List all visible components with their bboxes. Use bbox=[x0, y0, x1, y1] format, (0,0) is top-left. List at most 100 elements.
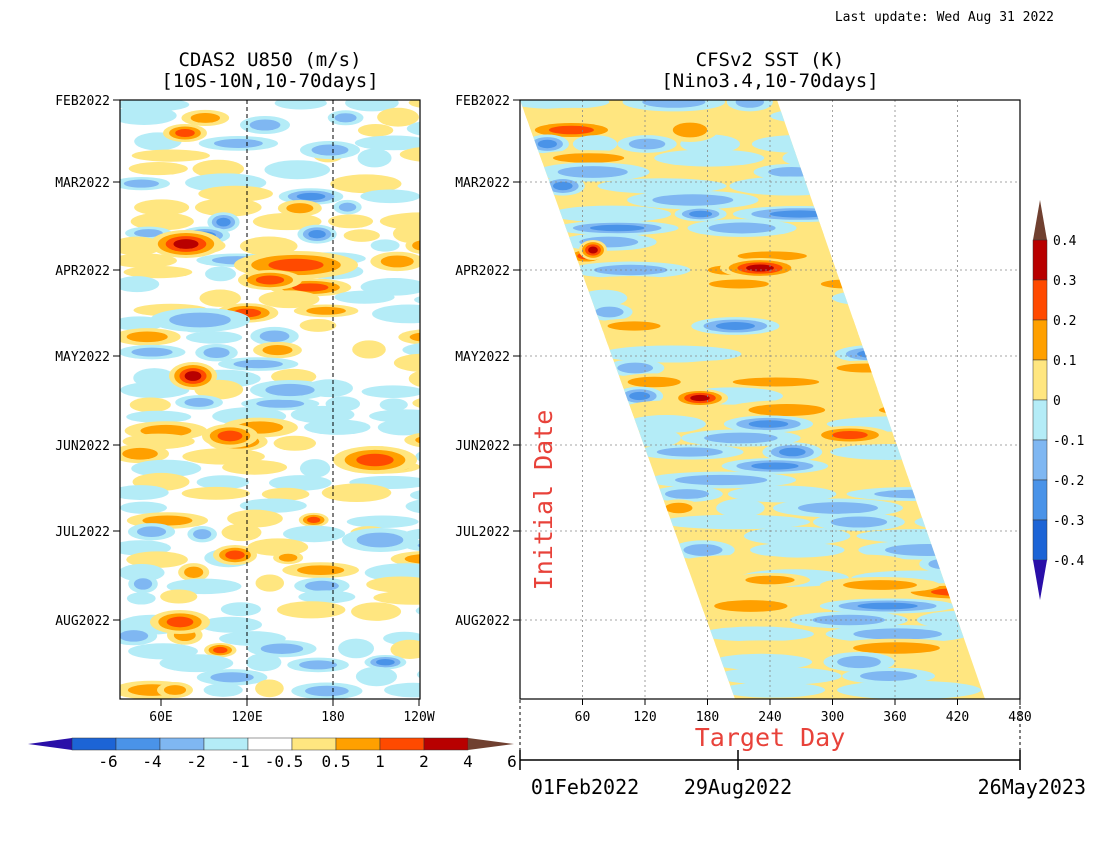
left-plot-frame bbox=[119, 99, 421, 700]
heatmap-cell bbox=[398, 329, 420, 345]
horizontal-colorbar: -6 -4 -2 -1 -0.5 0.5 1 2 4 6 bbox=[28, 737, 517, 771]
heatmap-cell bbox=[259, 330, 290, 342]
right-x-tick-label: 300 bbox=[821, 710, 844, 725]
heatmap-cell bbox=[770, 107, 900, 125]
heatmap-cell bbox=[173, 239, 199, 249]
heatmap-cell bbox=[384, 682, 420, 698]
heatmap-cell bbox=[729, 176, 850, 196]
heatmap-cell bbox=[814, 218, 863, 238]
heatmap-cell bbox=[732, 377, 820, 387]
heatmap-cell bbox=[858, 373, 940, 391]
heatmap-cell bbox=[356, 453, 394, 467]
heatmap-cell bbox=[131, 459, 202, 478]
heatmap-cell bbox=[380, 255, 414, 268]
heatmap-cell bbox=[252, 212, 322, 231]
heatmap-cell bbox=[184, 566, 204, 578]
heatmap-cell bbox=[803, 470, 853, 490]
heatmap-cell bbox=[357, 148, 392, 168]
heatmap-cell bbox=[404, 432, 420, 448]
heatmap-cell bbox=[334, 113, 357, 123]
colorbar-label: 4 bbox=[463, 752, 473, 771]
heatmap-cell bbox=[120, 564, 165, 582]
heatmap-cell bbox=[311, 144, 349, 156]
vcolorbar-swatch bbox=[1032, 279, 1048, 321]
left-y-tick-label: APR2022 bbox=[55, 264, 110, 279]
heatmap-cell bbox=[851, 291, 952, 305]
heatmap-cell bbox=[131, 149, 210, 162]
heatmap-cell bbox=[351, 602, 402, 621]
heatmap-cell bbox=[406, 121, 420, 136]
heatmap-cell bbox=[239, 236, 298, 256]
heatmap-cell bbox=[390, 639, 420, 660]
heatmap-cell bbox=[307, 516, 321, 524]
heatmap-cell bbox=[376, 658, 395, 666]
right-heatmap bbox=[520, 100, 985, 699]
heatmap-cell bbox=[377, 419, 420, 436]
heatmap-cell bbox=[255, 679, 284, 698]
heatmap-cell bbox=[276, 601, 346, 619]
heatmap-cell bbox=[748, 404, 826, 416]
heatmap-cell bbox=[846, 486, 985, 502]
left-x-tick-label: 60E bbox=[149, 710, 172, 725]
heatmap-cell bbox=[664, 489, 710, 499]
right-x-tick-label: 120 bbox=[633, 710, 656, 725]
heatmap-cell bbox=[221, 523, 262, 542]
heatmap-cell bbox=[711, 653, 813, 671]
heatmap-cell bbox=[768, 290, 818, 306]
heatmap-cell bbox=[715, 322, 755, 330]
heatmap-cell bbox=[739, 332, 877, 348]
heatmap-cell bbox=[843, 580, 917, 590]
heatmap-cell bbox=[126, 331, 168, 343]
heatmap-cell bbox=[830, 444, 948, 460]
heatmap-cell bbox=[239, 498, 307, 513]
heatmap-cell bbox=[203, 347, 230, 359]
heatmap-cell bbox=[355, 666, 398, 687]
last-update-text: Last update: Wed Aug 31 2022 bbox=[835, 10, 1054, 25]
heatmap-cell bbox=[857, 602, 918, 610]
target-day-label: Target Day bbox=[695, 723, 846, 752]
vcolorbar-label: 0.1 bbox=[1053, 354, 1076, 369]
heatmap-cell bbox=[412, 398, 420, 408]
heatmap-cell bbox=[683, 544, 723, 556]
heatmap-cell bbox=[246, 653, 282, 672]
heatmap-cell bbox=[128, 162, 188, 176]
heatmap-cell bbox=[175, 129, 195, 137]
heatmap-cell bbox=[379, 398, 408, 412]
heatmap-cell bbox=[709, 279, 769, 289]
right-title-line1: CFSv2 SST (K) bbox=[696, 49, 845, 71]
heatmap-cell bbox=[919, 555, 967, 573]
heatmap-cell bbox=[548, 125, 594, 135]
heatmap-cell bbox=[184, 371, 202, 381]
heatmap-cell bbox=[769, 210, 829, 218]
heatmap-cell bbox=[597, 178, 727, 194]
left-y-tick-label: FEB2022 bbox=[55, 94, 110, 109]
vcolorbar-label: -0.4 bbox=[1053, 554, 1084, 569]
heatmap-cell bbox=[196, 475, 249, 490]
heatmap-cell bbox=[140, 424, 192, 437]
heatmap-cell bbox=[130, 212, 194, 231]
heatmap-cell bbox=[721, 682, 826, 698]
heatmap-cell bbox=[860, 671, 918, 681]
heatmap-cell bbox=[366, 576, 420, 593]
heatmap-cell bbox=[393, 353, 420, 372]
date-axis-label: 01Feb2022 bbox=[531, 775, 639, 799]
target-date-axis: 01Feb2022 29Aug2022 26May2023 bbox=[519, 700, 1086, 799]
heatmap-cell bbox=[704, 432, 778, 444]
heatmap-cell bbox=[870, 293, 933, 303]
right-y-tick-label: JUN2022 bbox=[455, 439, 510, 454]
heatmap-cell bbox=[334, 290, 395, 304]
heatmap-cell bbox=[213, 646, 228, 654]
colorbar-swatch bbox=[247, 737, 293, 751]
heatmap-cell bbox=[429, 657, 456, 669]
heatmap-cell bbox=[123, 179, 159, 188]
heatmap-cell bbox=[779, 447, 806, 457]
colorbar-left-triangle bbox=[28, 738, 72, 750]
heatmap-cell bbox=[750, 542, 845, 558]
heatmap-cell bbox=[748, 420, 789, 428]
heatmap-cell bbox=[299, 318, 337, 332]
right-x-tick-label: 240 bbox=[758, 710, 781, 725]
heatmap-cell bbox=[233, 359, 283, 369]
heatmap-cell bbox=[210, 672, 254, 683]
vcolorbar-label: 0.2 bbox=[1053, 314, 1076, 329]
heatmap-cell bbox=[134, 229, 163, 238]
